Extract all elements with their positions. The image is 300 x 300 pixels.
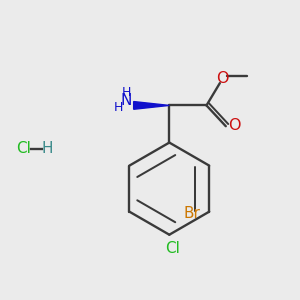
Text: Br: Br bbox=[184, 206, 200, 221]
Text: H: H bbox=[113, 101, 123, 114]
Text: N: N bbox=[121, 93, 132, 108]
Text: H: H bbox=[122, 86, 131, 99]
Text: O: O bbox=[216, 71, 229, 86]
Text: H: H bbox=[42, 141, 53, 156]
Text: Cl: Cl bbox=[16, 141, 31, 156]
Text: O: O bbox=[228, 118, 240, 133]
Polygon shape bbox=[134, 102, 169, 109]
Text: Cl: Cl bbox=[165, 242, 180, 256]
